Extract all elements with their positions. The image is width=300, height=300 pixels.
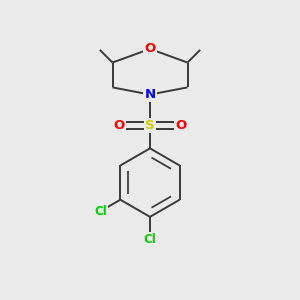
Text: S: S (145, 119, 155, 132)
Text: O: O (113, 119, 124, 132)
Text: N: N (144, 88, 156, 101)
Text: Cl: Cl (144, 233, 156, 246)
Text: Cl: Cl (94, 205, 107, 218)
Text: O: O (176, 119, 187, 132)
Text: O: O (144, 42, 156, 56)
